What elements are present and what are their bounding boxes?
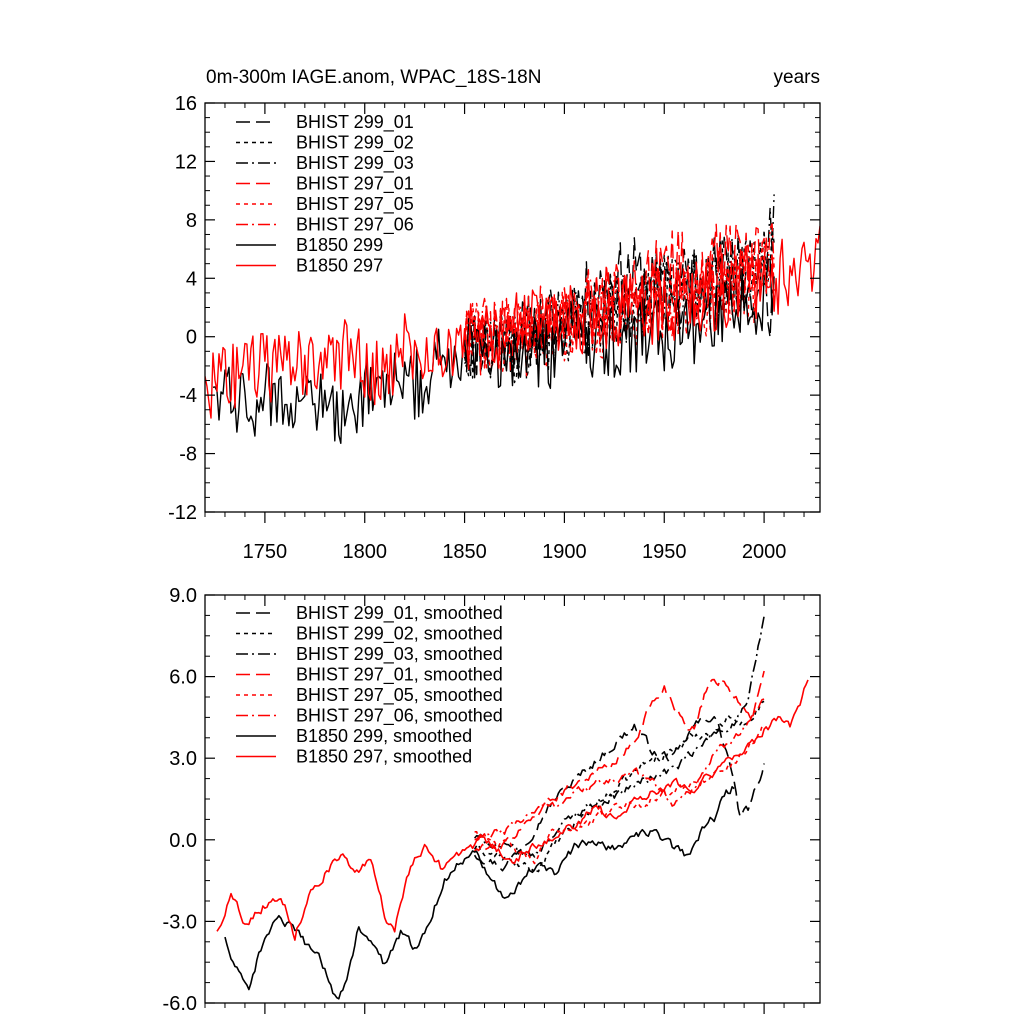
series-line-bottom-5 [474, 725, 765, 865]
legend-label: BHIST 297_06 [296, 215, 414, 236]
y-tick-label: -6.0 [163, 993, 197, 1015]
legend-label: BHIST 297_05 [296, 194, 414, 215]
legend-label: BHIST 297_01 [296, 174, 414, 195]
x-tick-label: 1900 [542, 541, 587, 563]
y-tick-label: 4 [186, 268, 197, 290]
chart-units: years [774, 67, 820, 88]
x-tick-label: 1850 [442, 541, 487, 563]
y-tick-label: 0 [186, 327, 197, 349]
chart-bottom: -6.0 -3.0 0.0 3.0 6.0 9.0 BHIST 299_01, smoot… [163, 585, 821, 1015]
y-tick-label: -12 [168, 502, 197, 524]
legend-label: B1850 299 [296, 235, 383, 255]
y-tick-label: -4 [179, 385, 197, 407]
chart-title: 0m-300m IAGE.anom, WPAC_18S-18N [206, 67, 541, 88]
y-tick-label: 6.0 [169, 667, 197, 689]
legend-label: BHIST 299_02, smoothed [296, 624, 503, 645]
series-line-bottom-4 [473, 670, 765, 852]
x-tick-label: 1950 [642, 541, 687, 563]
y-tick-label: -8 [179, 444, 197, 466]
y-tick-label: 3.0 [169, 748, 197, 770]
x-tick-label: 1750 [243, 541, 288, 563]
legend-label: BHIST 299_01, smoothed [296, 603, 503, 624]
series-line-bottom-8 [216, 679, 809, 941]
series-line-bottom-3 [473, 616, 765, 858]
chart-top: 0m-300m IAGE.anom, WPAC_18S-18N years -1… [168, 67, 821, 563]
x-tick-label: 1800 [342, 541, 387, 563]
legend-label: BHIST 297_01, smoothed [296, 665, 503, 686]
series-line-top-8 [205, 225, 820, 419]
y-tick-label: 12 [175, 151, 197, 173]
legend-label: B1850 299, smoothed [296, 726, 472, 746]
series-line-bottom-2 [473, 700, 765, 874]
y-tick-label: 0.0 [169, 830, 197, 852]
legend-label: BHIST 299_03 [296, 153, 414, 174]
legend-label: BHIST 299_01 [296, 112, 414, 133]
legend-label: BHIST 299_03, smoothed [296, 644, 503, 665]
x-tick-label: 2000 [742, 541, 787, 563]
legend-label: B1850 297, smoothed [296, 747, 472, 767]
legend-label: BHIST 297_06, smoothed [296, 706, 503, 727]
series-line-top-5 [463, 241, 775, 378]
y-tick-label: 16 [175, 93, 197, 115]
series-line-bottom-1 [473, 715, 765, 872]
legend-label: BHIST 297_05, smoothed [296, 685, 503, 706]
y-tick-label: 9.0 [169, 585, 197, 607]
y-tick-label: 8 [186, 210, 197, 232]
y-tick-label: -3.0 [163, 911, 197, 933]
legend-label: B1850 297 [296, 256, 383, 276]
series-line-bottom-7 [224, 785, 735, 1000]
series-line-bottom-6 [474, 698, 765, 841]
legend-label: BHIST 299_02 [296, 133, 414, 154]
